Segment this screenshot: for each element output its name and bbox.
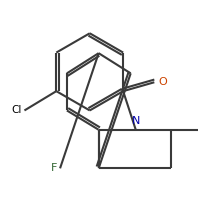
Text: F: F: [51, 163, 58, 173]
Text: O: O: [158, 77, 167, 87]
Text: Cl: Cl: [12, 105, 22, 116]
Text: N: N: [131, 116, 140, 126]
